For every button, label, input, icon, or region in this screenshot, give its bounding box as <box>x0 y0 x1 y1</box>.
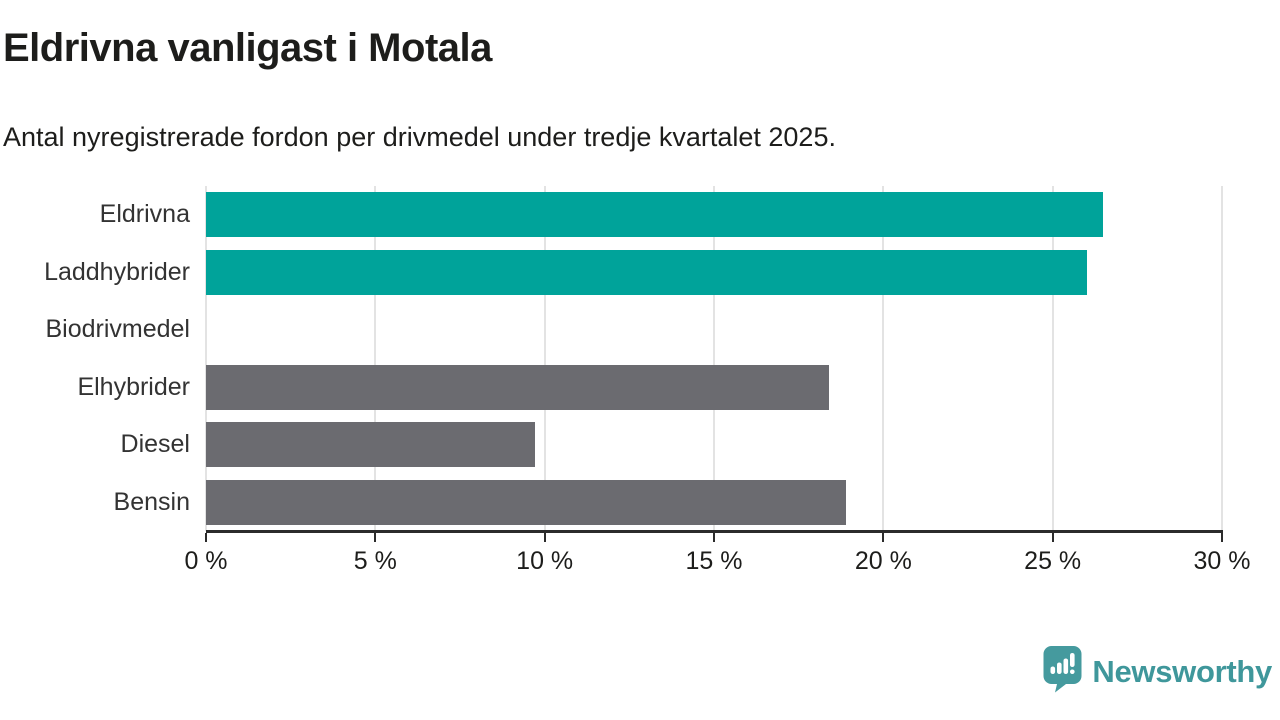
category-label-biodrivmedel: Biodrivmedel <box>45 315 190 344</box>
category-label-eldrivna: Eldrivna <box>99 200 190 229</box>
newsworthy-logo: Newsworthy <box>1042 645 1272 698</box>
x-tick-mark <box>713 533 715 542</box>
category-label-elhybrider: Elhybrider <box>77 372 190 401</box>
x-tick-label: 15 % <box>685 547 743 575</box>
newsworthy-logo-text: Newsworthy <box>1092 653 1272 689</box>
bar-diesel <box>206 422 535 468</box>
gridline <box>374 186 377 531</box>
bar-elhybrider <box>206 364 830 410</box>
x-tick-mark <box>543 533 546 542</box>
x-tick-mark <box>205 533 207 542</box>
bar-bensin <box>206 479 847 525</box>
gridline <box>1221 186 1223 531</box>
gridline <box>205 186 207 531</box>
newsworthy-logo-icon <box>1042 645 1083 698</box>
gridline <box>882 186 885 531</box>
x-tick-mark <box>1221 533 1223 542</box>
x-axis-line <box>206 530 1223 533</box>
bar-row <box>206 186 1222 244</box>
category-axis-labels: Eldrivna Laddhybrider Biodrivmedel Elhybrid… <box>0 186 190 531</box>
category-label-bensin: Bensin <box>113 487 190 516</box>
category-label-diesel: Diesel <box>120 430 190 459</box>
x-tick-label: 25 % <box>1024 547 1082 575</box>
bar-row <box>206 301 1222 359</box>
chart-subtitle: Antal nyregistrerade fordon per drivmede… <box>3 122 836 152</box>
x-tick-mark <box>882 533 885 542</box>
x-tick-label: 20 % <box>854 547 912 575</box>
x-tick-label: 10 % <box>516 547 574 575</box>
gridline <box>543 186 546 531</box>
gridline <box>713 186 715 531</box>
chart-title: Eldrivna vanligast i Motala <box>3 26 492 70</box>
bar-row <box>206 474 1222 532</box>
bar-laddhybrider <box>206 249 1087 295</box>
x-tick-mark <box>374 533 377 542</box>
bar-rows-container <box>206 186 1222 531</box>
category-label-laddhybrider: Laddhybrider <box>44 257 190 286</box>
x-tick-label: 0 % <box>184 547 228 575</box>
bar-row <box>206 359 1222 417</box>
x-tick-label: 30 % <box>1193 547 1251 575</box>
x-tick-mark <box>1051 533 1054 542</box>
bar-row <box>206 244 1222 302</box>
x-axis-ticks: 0 % 5 % 10 % 15 % 20 % 25 % 30 % <box>184 533 1250 593</box>
bar-eldrivna <box>206 192 1104 238</box>
gridline <box>1051 186 1054 531</box>
plot-area <box>205 186 1223 531</box>
bar-row <box>206 416 1222 474</box>
x-tick-label: 5 % <box>353 547 397 575</box>
